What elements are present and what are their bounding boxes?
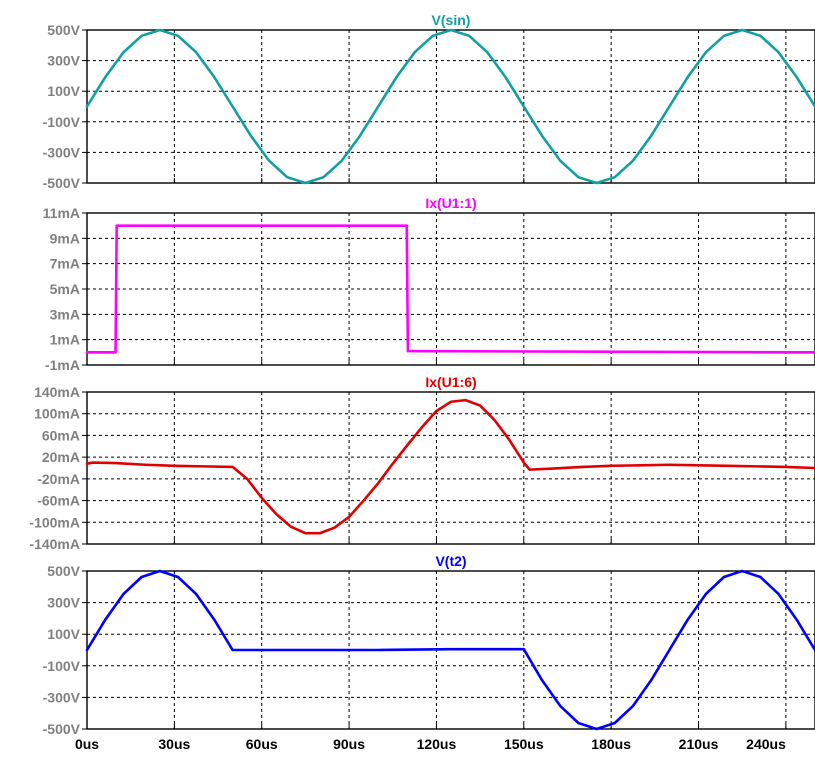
panel-frame — [86, 212, 815, 366]
y-tick-label: 5mA — [50, 281, 80, 297]
panel-1: 500V 300V 100V -100V -300V -500V V(sin) — [43, 12, 815, 191]
y-tick-label: 60mA — [42, 427, 80, 443]
y-tick-label: 300V — [47, 595, 80, 611]
y-tick-label: -1mA — [45, 357, 80, 373]
y-tick-label: -100V — [43, 658, 81, 674]
y-tick-label: 20mA — [42, 449, 80, 465]
y-tick-label: 3mA — [50, 306, 80, 322]
y-tick-label: 9mA — [50, 230, 80, 246]
x-tick-label: 120us — [417, 736, 457, 752]
x-tick-label: 150us — [504, 736, 544, 752]
y-tick-label: -100mA — [29, 514, 80, 530]
series-line-Ix(U1:6) — [85, 398, 815, 535]
x-tick-label: 90us — [333, 736, 365, 752]
x-tick-label: 240us — [746, 736, 786, 752]
x-tick-label: 30us — [158, 736, 190, 752]
panel-title: Ix(U1:6) — [425, 374, 476, 390]
panel-frame — [86, 391, 815, 545]
panel-title: V(t2) — [435, 553, 466, 569]
y-tick-label: 11mA — [43, 205, 80, 221]
y-tick-label: -140mA — [29, 536, 80, 552]
panel-4: 500V 300V 100V -100V -300V -500V V(t2) — [43, 553, 815, 737]
y-tick-label: 100mA — [34, 406, 80, 422]
y-tick-label: -500V — [43, 721, 81, 737]
panel-3: 140mA 100mA 60mA 20mA -20mA -60mA -100mA -140mA… — [29, 374, 815, 552]
x-tick-label: 180us — [591, 736, 631, 752]
y-tick-label: -500V — [43, 175, 81, 191]
y-tick-label: 100V — [47, 83, 80, 99]
y-tick-label: -100V — [43, 114, 81, 130]
series-line-Ix(U1:1) — [85, 224, 815, 354]
y-tick-label: -60mA — [37, 493, 80, 509]
series-line-V(t2) — [85, 569, 815, 731]
x-tick-label: 60us — [246, 736, 278, 752]
y-tick-label: 100V — [47, 626, 80, 642]
y-tick-label: 500V — [47, 22, 80, 38]
panel-title: Ix(U1:1) — [425, 195, 476, 211]
y-tick-label: 140mA — [34, 384, 80, 400]
panel-title: V(sin) — [432, 12, 471, 28]
y-tick-label: 300V — [47, 53, 80, 69]
series-line-V(sin) — [85, 28, 815, 185]
y-tick-label: -300V — [43, 144, 81, 160]
y-tick-label: 7mA — [50, 256, 80, 272]
y-tick-label: -300V — [43, 689, 81, 705]
y-tick-label: -20mA — [37, 471, 80, 487]
x-tick-label: 0us — [75, 736, 99, 752]
y-tick-label: 500V — [47, 563, 80, 579]
panel-2: 11mA 9mA 7mA 5mA 3mA 1mA -1mA Ix(U1:1) — [43, 195, 815, 373]
x-tick-label: 210us — [679, 736, 719, 752]
y-tick-label: 1mA — [50, 332, 80, 348]
